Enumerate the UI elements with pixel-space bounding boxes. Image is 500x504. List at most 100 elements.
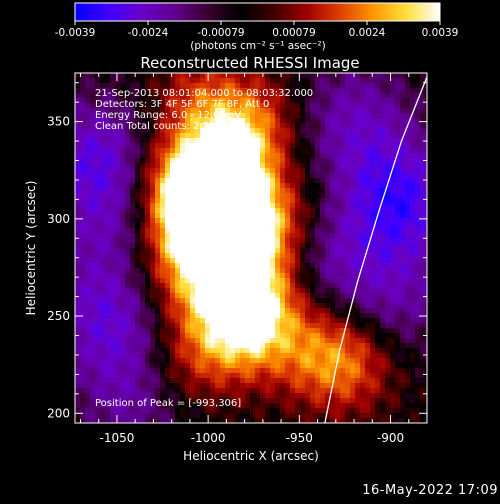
heatmap-cell <box>260 243 266 249</box>
heatmap-cell <box>410 163 416 169</box>
heatmap-cell <box>295 228 301 234</box>
heatmap-cell <box>345 348 351 354</box>
heatmap-cell <box>105 378 111 384</box>
heatmap-cell <box>390 128 396 134</box>
heatmap-cell <box>220 383 226 389</box>
heatmap-cell <box>320 333 326 339</box>
heatmap-cell <box>75 343 81 349</box>
heatmap-cell <box>90 303 96 309</box>
heatmap-cell <box>220 293 226 299</box>
heatmap-cell <box>320 213 326 219</box>
heatmap-cell <box>400 408 406 414</box>
heatmap-cell <box>300 408 306 414</box>
heatmap-cell <box>250 233 256 239</box>
heatmap-cell <box>345 253 351 259</box>
heatmap-cell <box>145 258 151 264</box>
heatmap-cell <box>85 408 91 414</box>
heatmap-cell <box>85 293 91 299</box>
heatmap-cell <box>175 203 181 209</box>
heatmap-cell <box>265 358 271 364</box>
heatmap-cell <box>395 268 401 274</box>
heatmap-cell <box>220 78 226 84</box>
heatmap-cell <box>405 208 411 214</box>
heatmap-cell <box>360 273 366 279</box>
heatmap-cell <box>145 313 151 319</box>
heatmap-cell <box>370 198 376 204</box>
heatmap-cell <box>145 273 151 279</box>
heatmap-cell <box>205 358 211 364</box>
heatmap-cell <box>140 173 146 179</box>
heatmap-cell <box>205 353 211 359</box>
heatmap-cell <box>95 258 101 264</box>
heatmap-cell <box>75 98 81 104</box>
heatmap-cell <box>305 378 311 384</box>
heatmap-cell <box>285 103 291 109</box>
heatmap-cell <box>320 128 326 134</box>
heatmap-cell <box>420 268 426 274</box>
heatmap-cell <box>220 148 226 154</box>
heatmap-cell <box>345 78 351 84</box>
heatmap-cell <box>175 313 181 319</box>
heatmap-cell <box>315 218 321 224</box>
heatmap-cell <box>305 373 311 379</box>
heatmap-cell <box>270 108 276 114</box>
heatmap-cell <box>300 343 306 349</box>
heatmap-cell <box>300 388 306 394</box>
heatmap-cell <box>110 323 116 329</box>
heatmap-cell <box>355 303 361 309</box>
heatmap-cell <box>425 408 431 414</box>
heatmap-cell <box>300 103 306 109</box>
heatmap-cell <box>145 318 151 324</box>
heatmap-cell <box>95 228 101 234</box>
heatmap-cell <box>250 278 256 284</box>
heatmap-cell <box>230 328 236 334</box>
heatmap-cell <box>180 373 186 379</box>
heatmap-cell <box>415 273 421 279</box>
heatmap-cell <box>325 258 331 264</box>
heatmap-cell <box>120 298 126 304</box>
heatmap-cell <box>220 133 226 139</box>
heatmap-cell <box>260 233 266 239</box>
heatmap-cell <box>355 148 361 154</box>
heatmap-cell <box>165 373 171 379</box>
heatmap-cell <box>355 383 361 389</box>
heatmap-cell <box>180 218 186 224</box>
heatmap-cell <box>400 353 406 359</box>
heatmap-cell <box>340 303 346 309</box>
heatmap-cell <box>120 368 126 374</box>
heatmap-cell <box>80 243 86 249</box>
heatmap-cell <box>275 153 281 159</box>
heatmap-cell <box>395 193 401 199</box>
heatmap-cell <box>350 123 356 129</box>
heatmap-cell <box>215 358 221 364</box>
heatmap-cell <box>360 83 366 89</box>
heatmap-cell <box>235 78 241 84</box>
heatmap-cell <box>95 323 101 329</box>
heatmap-cell <box>210 303 216 309</box>
heatmap-cell <box>205 213 211 219</box>
heatmap-cell <box>340 353 346 359</box>
heatmap-cell <box>200 158 206 164</box>
heatmap-cell <box>110 388 116 394</box>
heatmap-cell <box>390 208 396 214</box>
heatmap-cell <box>390 353 396 359</box>
heatmap-cell <box>190 348 196 354</box>
heatmap-cell <box>370 378 376 384</box>
heatmap-cell <box>380 83 386 89</box>
heatmap-cell <box>245 353 251 359</box>
heatmap-cell <box>305 323 311 329</box>
heatmap-cell <box>425 113 431 119</box>
heatmap-cell <box>265 353 271 359</box>
heatmap-cell <box>170 148 176 154</box>
heatmap-cell <box>405 203 411 209</box>
heatmap-cell <box>245 188 251 194</box>
heatmap-cell <box>175 268 181 274</box>
heatmap-cell <box>360 368 366 374</box>
heatmap-cell <box>405 283 411 289</box>
heatmap-cell <box>120 233 126 239</box>
heatmap-cell <box>380 168 386 174</box>
heatmap-cell <box>340 138 346 144</box>
heatmap-cell <box>85 83 91 89</box>
heatmap-cell <box>365 128 371 134</box>
heatmap-cell <box>370 318 376 324</box>
